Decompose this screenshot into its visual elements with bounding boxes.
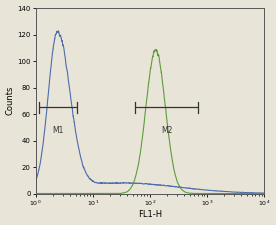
Text: M1: M1 <box>52 126 64 135</box>
X-axis label: FL1-H: FL1-H <box>138 210 162 219</box>
Text: M2: M2 <box>161 126 172 135</box>
Y-axis label: Counts: Counts <box>6 86 15 115</box>
